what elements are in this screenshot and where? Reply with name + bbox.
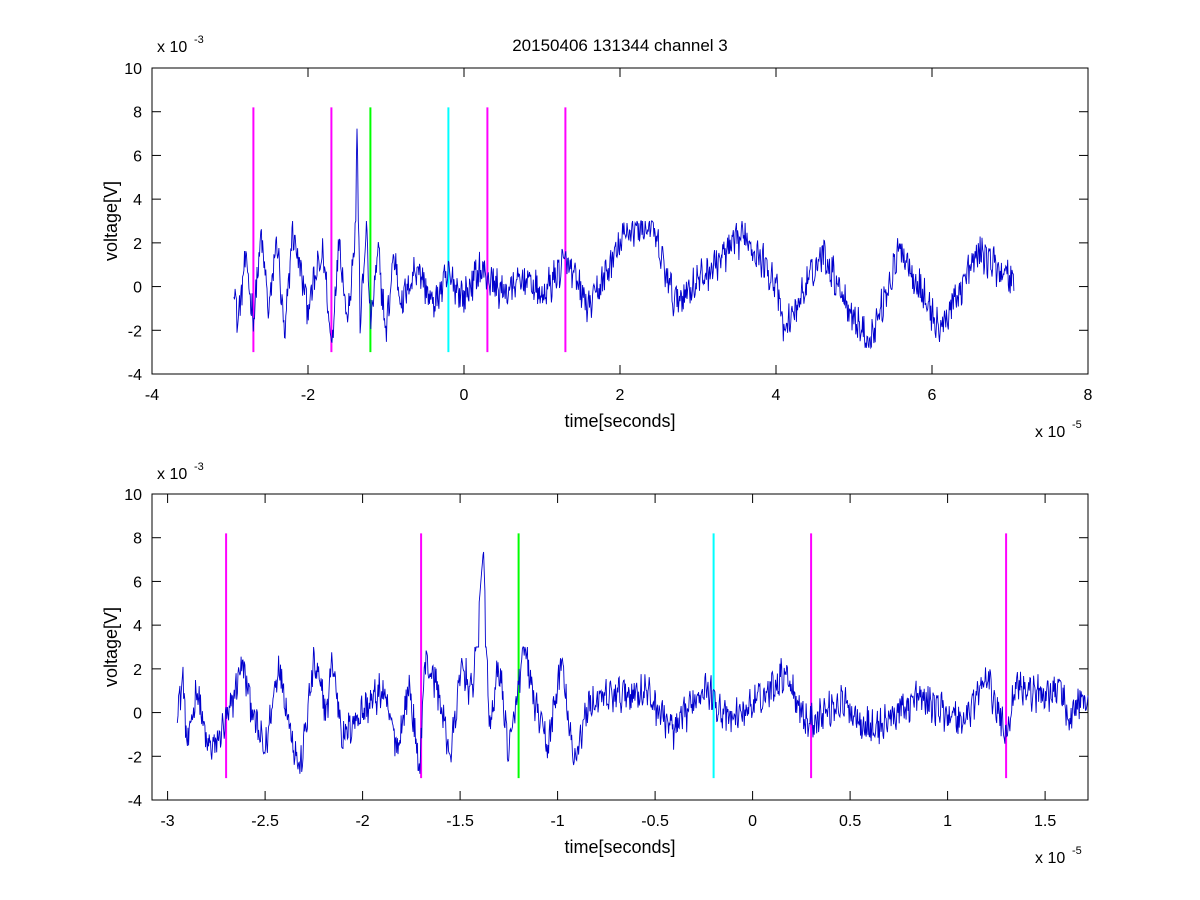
y-tick-label-top: 2 <box>133 236 142 253</box>
y-tick-label-top: -4 <box>128 367 142 384</box>
y-ticks-bottom: -4 -2 0 2 4 6 8 10 <box>124 487 1088 810</box>
x-tick-label-top: 2 <box>616 387 625 404</box>
y-exponent-bottom: x 10 -3 <box>157 461 204 483</box>
x-tick-label-bottom: 0 <box>748 813 757 830</box>
y-tick-label-bottom: 4 <box>133 618 142 635</box>
y-tick-label-bottom: 8 <box>133 531 142 548</box>
plot-area-bottom <box>151 493 1089 801</box>
x-ticks-bottom: -3 -2.5 -2 -1.5 -1 -0.5 0 0.5 1 1.5 <box>160 494 1056 830</box>
y-tick-label-bottom: 6 <box>133 574 142 591</box>
y-axis-label-bottom: voltage[V] <box>101 607 121 687</box>
y-tick-label-top: 10 <box>124 61 142 78</box>
y-tick-label-bottom: 10 <box>124 487 142 504</box>
x-tick-label-bottom: 1 <box>943 813 952 830</box>
y-tick-label-bottom: 0 <box>133 706 142 723</box>
y-exponent-power-bottom: -3 <box>194 461 204 473</box>
x-tick-label-top: 4 <box>772 387 781 404</box>
y-tick-label-bottom: -4 <box>128 793 142 810</box>
x-tick-label-bottom: 1.5 <box>1034 813 1056 830</box>
x-tick-label-bottom: -0.5 <box>641 813 669 830</box>
y-tick-label-top: -2 <box>128 323 142 340</box>
x-tick-label-top: 0 <box>460 387 469 404</box>
chart-panel-top: -4 -2 0 2 4 6 8 -4 -2 0 2 4 6 8 10 time[seconds] volt… <box>101 34 1093 441</box>
x-tick-label-bottom: 0.5 <box>839 813 861 830</box>
voltage-trace-bottom <box>176 551 1089 774</box>
figure-title: 20150406 131344 channel 3 <box>512 36 728 55</box>
x-exponent-base-bottom: x 10 <box>1035 850 1065 867</box>
y-exponent-power-top: -3 <box>194 34 204 46</box>
x-ticks-top: -4 -2 0 2 4 6 8 <box>145 68 1093 404</box>
y-axis-label-top: voltage[V] <box>101 181 121 261</box>
x-exponent-top: x 10 -5 <box>1035 419 1082 441</box>
x-axis-label-bottom: time[seconds] <box>564 837 675 857</box>
y-tick-label-bottom: 2 <box>133 662 142 679</box>
y-exponent-base-top: x 10 <box>157 39 187 56</box>
y-tick-label-top: 4 <box>133 192 142 209</box>
chart-panel-bottom: -3 -2.5 -2 -1.5 -1 -0.5 0 0.5 1 1.5 -4 -2 0 2 4 6 8 10 t… <box>101 461 1089 867</box>
x-tick-label-bottom: -2.5 <box>251 813 279 830</box>
x-tick-label-top: -4 <box>145 387 159 404</box>
y-exponent-base-bottom: x 10 <box>157 466 187 483</box>
x-tick-label-top: 6 <box>928 387 937 404</box>
x-axis-label-top: time[seconds] <box>564 411 675 431</box>
x-exponent-bottom: x 10 -5 <box>1035 845 1082 867</box>
x-tick-label-bottom: -1.5 <box>446 813 474 830</box>
y-exponent-top: x 10 -3 <box>157 34 204 56</box>
x-tick-label-bottom: -1 <box>550 813 564 830</box>
x-tick-label-top: -2 <box>301 387 315 404</box>
y-tick-label-top: 8 <box>133 105 142 122</box>
voltage-trace-top <box>233 128 1015 350</box>
y-ticks-top: -4 -2 0 2 4 6 8 10 <box>124 61 1088 384</box>
x-tick-label-bottom: -3 <box>160 813 174 830</box>
y-tick-label-bottom: -2 <box>128 749 142 766</box>
x-exponent-power-top: -5 <box>1072 419 1082 431</box>
x-tick-label-top: 8 <box>1084 387 1093 404</box>
x-exponent-power-bottom: -5 <box>1072 845 1082 857</box>
y-tick-label-top: 0 <box>133 280 142 297</box>
x-tick-label-bottom: -2 <box>355 813 369 830</box>
y-tick-label-top: 6 <box>133 148 142 165</box>
x-exponent-base-top: x 10 <box>1035 424 1065 441</box>
